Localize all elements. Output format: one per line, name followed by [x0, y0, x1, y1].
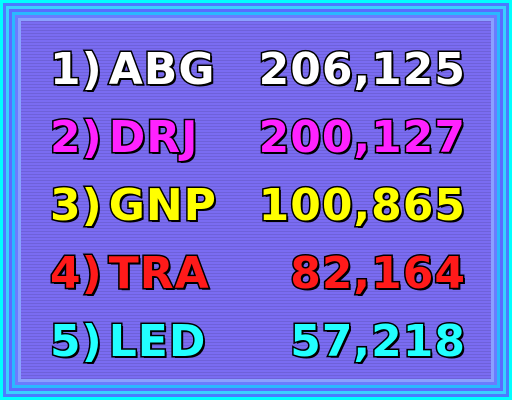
score-value: 100,865 [257, 180, 466, 231]
high-score-table: 1) ABG 206,125 2) DRJ 200,127 3) GNP 100… [49, 36, 467, 376]
player-initials: GNP [107, 180, 217, 231]
score-value: 82,164 [289, 248, 467, 299]
rank-label: 2) [49, 112, 104, 163]
score-row-5: 5) LED 57,218 [49, 308, 467, 376]
score-value: 57,218 [289, 316, 467, 367]
score-row-3: 3) GNP 100,865 [49, 172, 467, 240]
rank-label: 3) [49, 180, 104, 231]
score-row-1: 1) ABG 206,125 [49, 36, 467, 104]
rank-label: 1) [49, 44, 104, 95]
player-initials: ABG [107, 44, 216, 95]
score-value: 206,125 [257, 44, 466, 95]
score-row-4: 4) TRA 82,164 [49, 240, 467, 308]
score-row-2: 2) DRJ 200,127 [49, 104, 467, 172]
player-initials: DRJ [107, 112, 199, 163]
score-value: 200,127 [257, 112, 466, 163]
rank-label: 5) [49, 316, 104, 367]
rank-label: 4) [49, 248, 104, 299]
player-initials: TRA [107, 248, 210, 299]
player-initials: LED [107, 316, 207, 367]
